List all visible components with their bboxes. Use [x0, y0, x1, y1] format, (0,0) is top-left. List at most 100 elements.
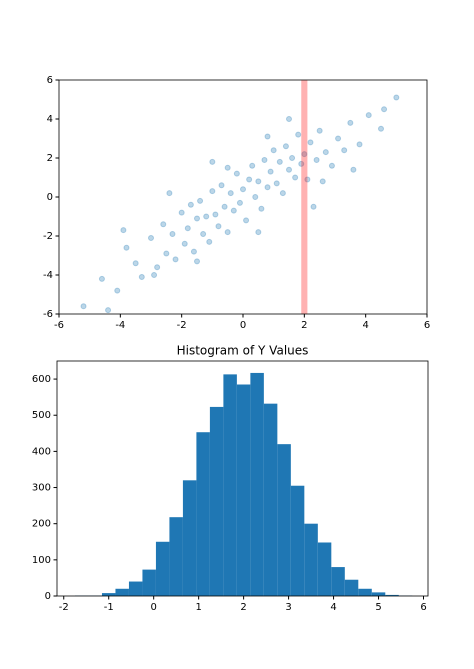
- point: [194, 258, 200, 265]
- point: [249, 162, 256, 169]
- point: [270, 147, 277, 154]
- point: [151, 272, 158, 278]
- y-tick-label: 0: [47, 192, 53, 203]
- bar: [277, 444, 291, 596]
- y-tick-label: 300: [32, 483, 51, 494]
- x-tick-label: -6: [54, 320, 64, 331]
- point: [203, 213, 210, 220]
- plot-frame: [56, 360, 429, 597]
- bar: [115, 588, 129, 596]
- point: [200, 231, 207, 238]
- point: [230, 207, 237, 214]
- point: [298, 160, 305, 167]
- point: [261, 156, 268, 163]
- x-tick-label: 0: [240, 320, 246, 331]
- point: [169, 231, 176, 238]
- point: [316, 127, 323, 134]
- bar: [236, 384, 251, 596]
- point: [301, 151, 308, 158]
- bar: [101, 593, 116, 596]
- point: [227, 190, 234, 197]
- point: [252, 194, 259, 200]
- x-tick-label: 0: [150, 602, 156, 613]
- point: [255, 229, 262, 236]
- x-tick-label: 2: [301, 320, 307, 331]
- bar: [155, 541, 170, 596]
- point: [347, 119, 354, 126]
- point: [365, 112, 372, 119]
- y-tick-label: 400: [32, 446, 51, 457]
- bar: [371, 592, 386, 596]
- point: [236, 199, 243, 206]
- y-tick-label: 100: [32, 555, 51, 566]
- bar: [358, 588, 372, 596]
- y-tick-label: -2: [43, 231, 53, 242]
- point: [286, 166, 292, 173]
- point: [178, 209, 185, 216]
- bar: [344, 579, 359, 596]
- bar: [331, 567, 345, 596]
- point: [393, 94, 400, 101]
- point: [243, 217, 250, 224]
- point: [381, 106, 388, 113]
- point: [378, 125, 384, 132]
- point: [154, 264, 161, 271]
- x-tick-label: 1: [195, 602, 201, 613]
- point: [233, 170, 240, 177]
- bar: [263, 403, 278, 596]
- point: [190, 248, 197, 255]
- point: [212, 211, 219, 218]
- point: [160, 221, 167, 228]
- bar: [290, 485, 305, 596]
- y-tick-label: 200: [32, 519, 51, 530]
- point: [138, 273, 145, 280]
- point: [276, 158, 283, 165]
- point: [356, 141, 363, 148]
- plot-frame: [58, 79, 428, 315]
- x-tick-label: 5: [375, 602, 381, 613]
- x-tick-label: -2: [59, 602, 69, 613]
- point: [224, 229, 231, 236]
- point: [328, 162, 335, 169]
- y-tick-label: 2: [47, 153, 53, 164]
- point: [98, 275, 105, 282]
- point: [132, 260, 139, 267]
- point: [319, 178, 326, 185]
- point: [172, 256, 179, 263]
- point: [206, 238, 213, 245]
- point: [255, 178, 262, 185]
- bar: [169, 517, 183, 596]
- point: [286, 116, 292, 122]
- point: [310, 203, 317, 210]
- point: [218, 182, 225, 189]
- bar: [385, 594, 399, 596]
- point: [335, 135, 342, 142]
- point: [80, 303, 87, 310]
- point: [221, 203, 228, 210]
- y-tick-label: -6: [43, 309, 53, 320]
- bar: [223, 374, 237, 596]
- y-tick-label: -4: [43, 270, 53, 281]
- point: [282, 143, 289, 150]
- bar: [182, 480, 197, 596]
- y-tick-label: 4: [47, 114, 53, 125]
- y-tick-label: 600: [32, 374, 51, 385]
- bar: [250, 372, 264, 596]
- point: [123, 244, 130, 251]
- point: [105, 307, 112, 314]
- point: [246, 176, 253, 183]
- x-tick-label: -2: [177, 320, 187, 331]
- point: [264, 133, 271, 140]
- point: [209, 158, 216, 165]
- point: [279, 190, 286, 197]
- highlight-span: [301, 80, 308, 314]
- x-tick-label: 6: [420, 602, 426, 613]
- point: [215, 223, 222, 230]
- x-tick-label: 2: [240, 602, 246, 613]
- point: [114, 287, 121, 294]
- point: [194, 215, 200, 222]
- point: [307, 139, 314, 146]
- point: [163, 250, 170, 257]
- point: [341, 147, 348, 154]
